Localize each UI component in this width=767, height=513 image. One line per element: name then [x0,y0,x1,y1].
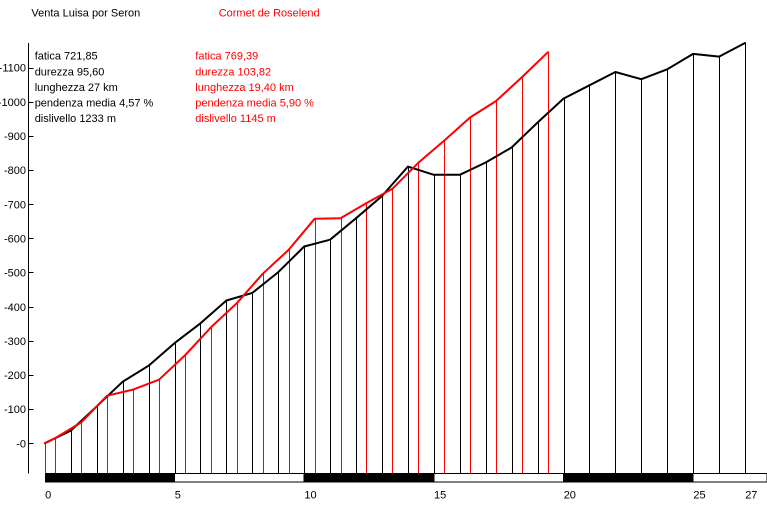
svg-text:Cormet de Roselend: Cormet de Roselend [219,8,320,20]
svg-text:25: 25 [693,489,705,501]
svg-text:-100: -100 [4,404,26,416]
svg-text:-1000: -1000 [0,97,26,109]
svg-text:lunghezza 27 km: lunghezza 27 km [35,82,118,94]
svg-text:-600: -600 [4,234,26,246]
svg-text:fatica 769,39: fatica 769,39 [195,51,258,63]
svg-text:dislivello 1233 m: dislivello 1233 m [35,113,116,125]
svg-text:20: 20 [564,489,576,501]
svg-text:5: 5 [175,489,181,501]
svg-text:27: 27 [745,489,757,501]
svg-text:lunghezza 19,40 km: lunghezza 19,40 km [195,82,293,94]
svg-text:Venta Luisa por Seron: Venta Luisa por Seron [31,8,140,20]
svg-text:durezza 95,60: durezza 95,60 [35,66,105,78]
svg-text:15: 15 [434,489,446,501]
svg-text:-400: -400 [4,302,26,314]
svg-text:-200: -200 [4,370,26,382]
svg-text:-700: -700 [4,199,26,211]
svg-text:0: 0 [45,489,51,501]
svg-text:-800: -800 [4,165,26,177]
svg-text:-0: -0 [16,438,26,450]
svg-text:dislivello 1145 m: dislivello 1145 m [195,113,276,125]
svg-text:-300: -300 [4,336,26,348]
svg-text:pendenza media 4,57 %: pendenza media 4,57 % [35,98,154,110]
svg-text:fatica 721,85: fatica 721,85 [35,51,98,63]
svg-text:-900: -900 [4,131,26,143]
svg-text:pendenza media 5,90 %: pendenza media 5,90 % [195,98,314,110]
svg-text:durezza 103,82: durezza 103,82 [195,66,271,78]
svg-text:-1100: -1100 [0,63,26,75]
svg-text:-500: -500 [4,268,26,280]
svg-text:10: 10 [304,489,316,501]
